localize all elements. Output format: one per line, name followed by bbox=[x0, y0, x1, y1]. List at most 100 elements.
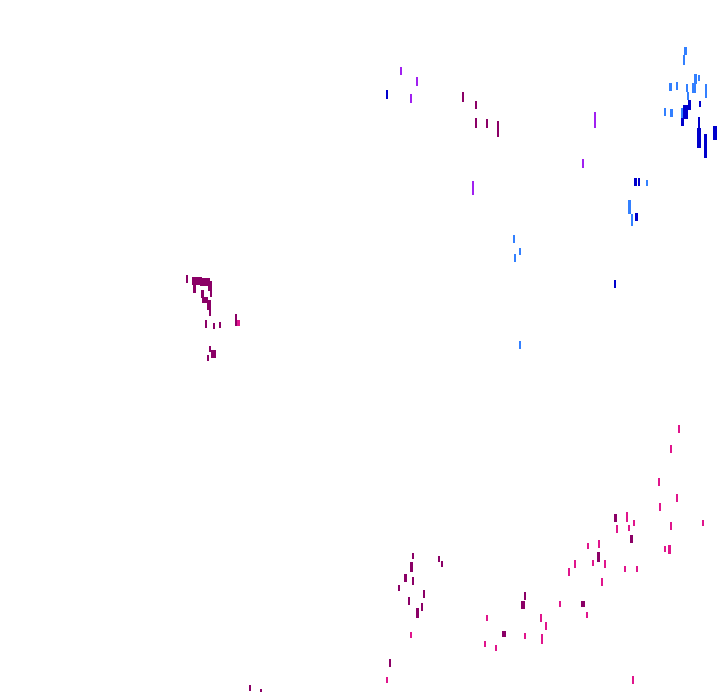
mark-maroon bbox=[235, 314, 237, 326]
mark-maroon bbox=[210, 281, 212, 297]
mark-maroon bbox=[200, 278, 210, 286]
mark-magenta bbox=[628, 525, 630, 531]
mark-violet bbox=[594, 112, 596, 128]
mark-light-blue bbox=[683, 55, 685, 65]
mark-violet bbox=[416, 77, 418, 86]
mark-magenta bbox=[668, 545, 671, 554]
mark-maroon bbox=[524, 592, 526, 600]
mark-violet bbox=[582, 159, 584, 168]
mark-light-blue bbox=[514, 254, 516, 262]
mark-maroon bbox=[462, 92, 464, 102]
mark-maroon bbox=[416, 608, 419, 618]
mark-dark-blue bbox=[386, 90, 388, 99]
mark-magenta bbox=[658, 478, 660, 486]
mark-dark-blue bbox=[638, 178, 640, 186]
mark-maroon bbox=[497, 121, 499, 137]
mark-maroon bbox=[486, 119, 488, 128]
mark-light-blue bbox=[669, 83, 672, 91]
mark-violet bbox=[410, 94, 412, 103]
mark-magenta bbox=[541, 634, 543, 644]
mark-light-blue bbox=[664, 108, 666, 116]
mark-maroon bbox=[614, 514, 617, 522]
mark-dark-blue bbox=[681, 118, 684, 126]
mark-light-blue bbox=[692, 83, 696, 93]
mark-maroon bbox=[475, 101, 477, 109]
mark-maroon bbox=[441, 561, 443, 567]
mark-maroon bbox=[186, 275, 188, 283]
mark-dark-blue bbox=[683, 105, 688, 119]
mark-magenta bbox=[410, 632, 412, 638]
mark-maroon bbox=[219, 322, 221, 328]
mark-maroon bbox=[597, 552, 600, 562]
mark-maroon bbox=[209, 346, 211, 352]
mark-maroon bbox=[581, 601, 585, 607]
mark-magenta bbox=[702, 520, 704, 526]
mark-magenta bbox=[568, 568, 570, 576]
mark-dark-blue bbox=[698, 117, 700, 129]
mark-magenta bbox=[601, 578, 603, 586]
mark-magenta bbox=[678, 425, 680, 433]
mark-maroon bbox=[521, 601, 525, 609]
mark-maroon bbox=[410, 562, 413, 572]
mark-maroon bbox=[408, 597, 410, 605]
mark-magenta bbox=[664, 546, 666, 552]
mark-light-blue bbox=[646, 180, 648, 186]
mark-magenta bbox=[484, 641, 486, 647]
mark-magenta bbox=[616, 525, 618, 533]
mark-light-blue bbox=[631, 214, 633, 226]
mark-magenta bbox=[237, 320, 240, 326]
mark-light-blue bbox=[684, 47, 687, 55]
mark-maroon bbox=[193, 285, 196, 293]
mark-magenta bbox=[676, 494, 678, 502]
mark-maroon bbox=[630, 535, 633, 543]
mark-maroon bbox=[192, 277, 202, 285]
mark-maroon bbox=[249, 685, 251, 691]
mark-magenta bbox=[626, 512, 628, 522]
mark-magenta bbox=[587, 543, 589, 549]
mark-maroon bbox=[412, 577, 414, 585]
mark-maroon bbox=[201, 290, 204, 298]
mark-maroon bbox=[213, 323, 215, 329]
mark-light-blue bbox=[628, 200, 631, 214]
mark-magenta bbox=[598, 540, 600, 548]
mark-magenta bbox=[592, 560, 594, 566]
mark-dark-blue bbox=[614, 280, 616, 288]
mark-magenta bbox=[574, 560, 576, 568]
mark-magenta bbox=[559, 601, 561, 607]
mark-maroon bbox=[202, 297, 208, 303]
mark-dark-blue bbox=[635, 213, 638, 221]
mark-maroon bbox=[421, 603, 423, 611]
mark-magenta bbox=[659, 503, 661, 511]
mark-maroon bbox=[398, 585, 400, 591]
mark-maroon bbox=[205, 320, 207, 328]
mark-magenta bbox=[632, 676, 634, 684]
mark-dark-blue bbox=[688, 100, 691, 110]
mark-violet bbox=[400, 67, 402, 75]
mark-maroon bbox=[209, 310, 211, 316]
mark-maroon bbox=[404, 574, 407, 582]
mark-magenta bbox=[624, 566, 626, 572]
mark-maroon bbox=[389, 659, 391, 667]
mark-light-blue bbox=[513, 235, 515, 243]
mark-maroon bbox=[475, 118, 477, 128]
mark-magenta bbox=[604, 560, 606, 568]
mark-maroon bbox=[207, 355, 209, 361]
mark-light-blue bbox=[519, 341, 521, 349]
mark-magenta bbox=[670, 445, 672, 453]
mark-light-blue bbox=[686, 84, 688, 92]
mark-light-blue bbox=[698, 75, 700, 81]
mark-magenta bbox=[386, 677, 388, 683]
mark-light-blue bbox=[687, 92, 689, 100]
mark-magenta bbox=[636, 566, 638, 572]
mark-dark-blue bbox=[697, 128, 701, 148]
mark-light-blue bbox=[519, 248, 521, 255]
mark-maroon bbox=[211, 350, 216, 358]
mark-magenta bbox=[670, 522, 672, 530]
mark-maroon bbox=[502, 631, 506, 637]
mark-magenta bbox=[524, 633, 526, 639]
mark-maroon bbox=[412, 553, 414, 559]
mark-magenta bbox=[486, 615, 488, 621]
mark-light-blue bbox=[670, 109, 673, 117]
mark-magenta bbox=[545, 622, 547, 630]
